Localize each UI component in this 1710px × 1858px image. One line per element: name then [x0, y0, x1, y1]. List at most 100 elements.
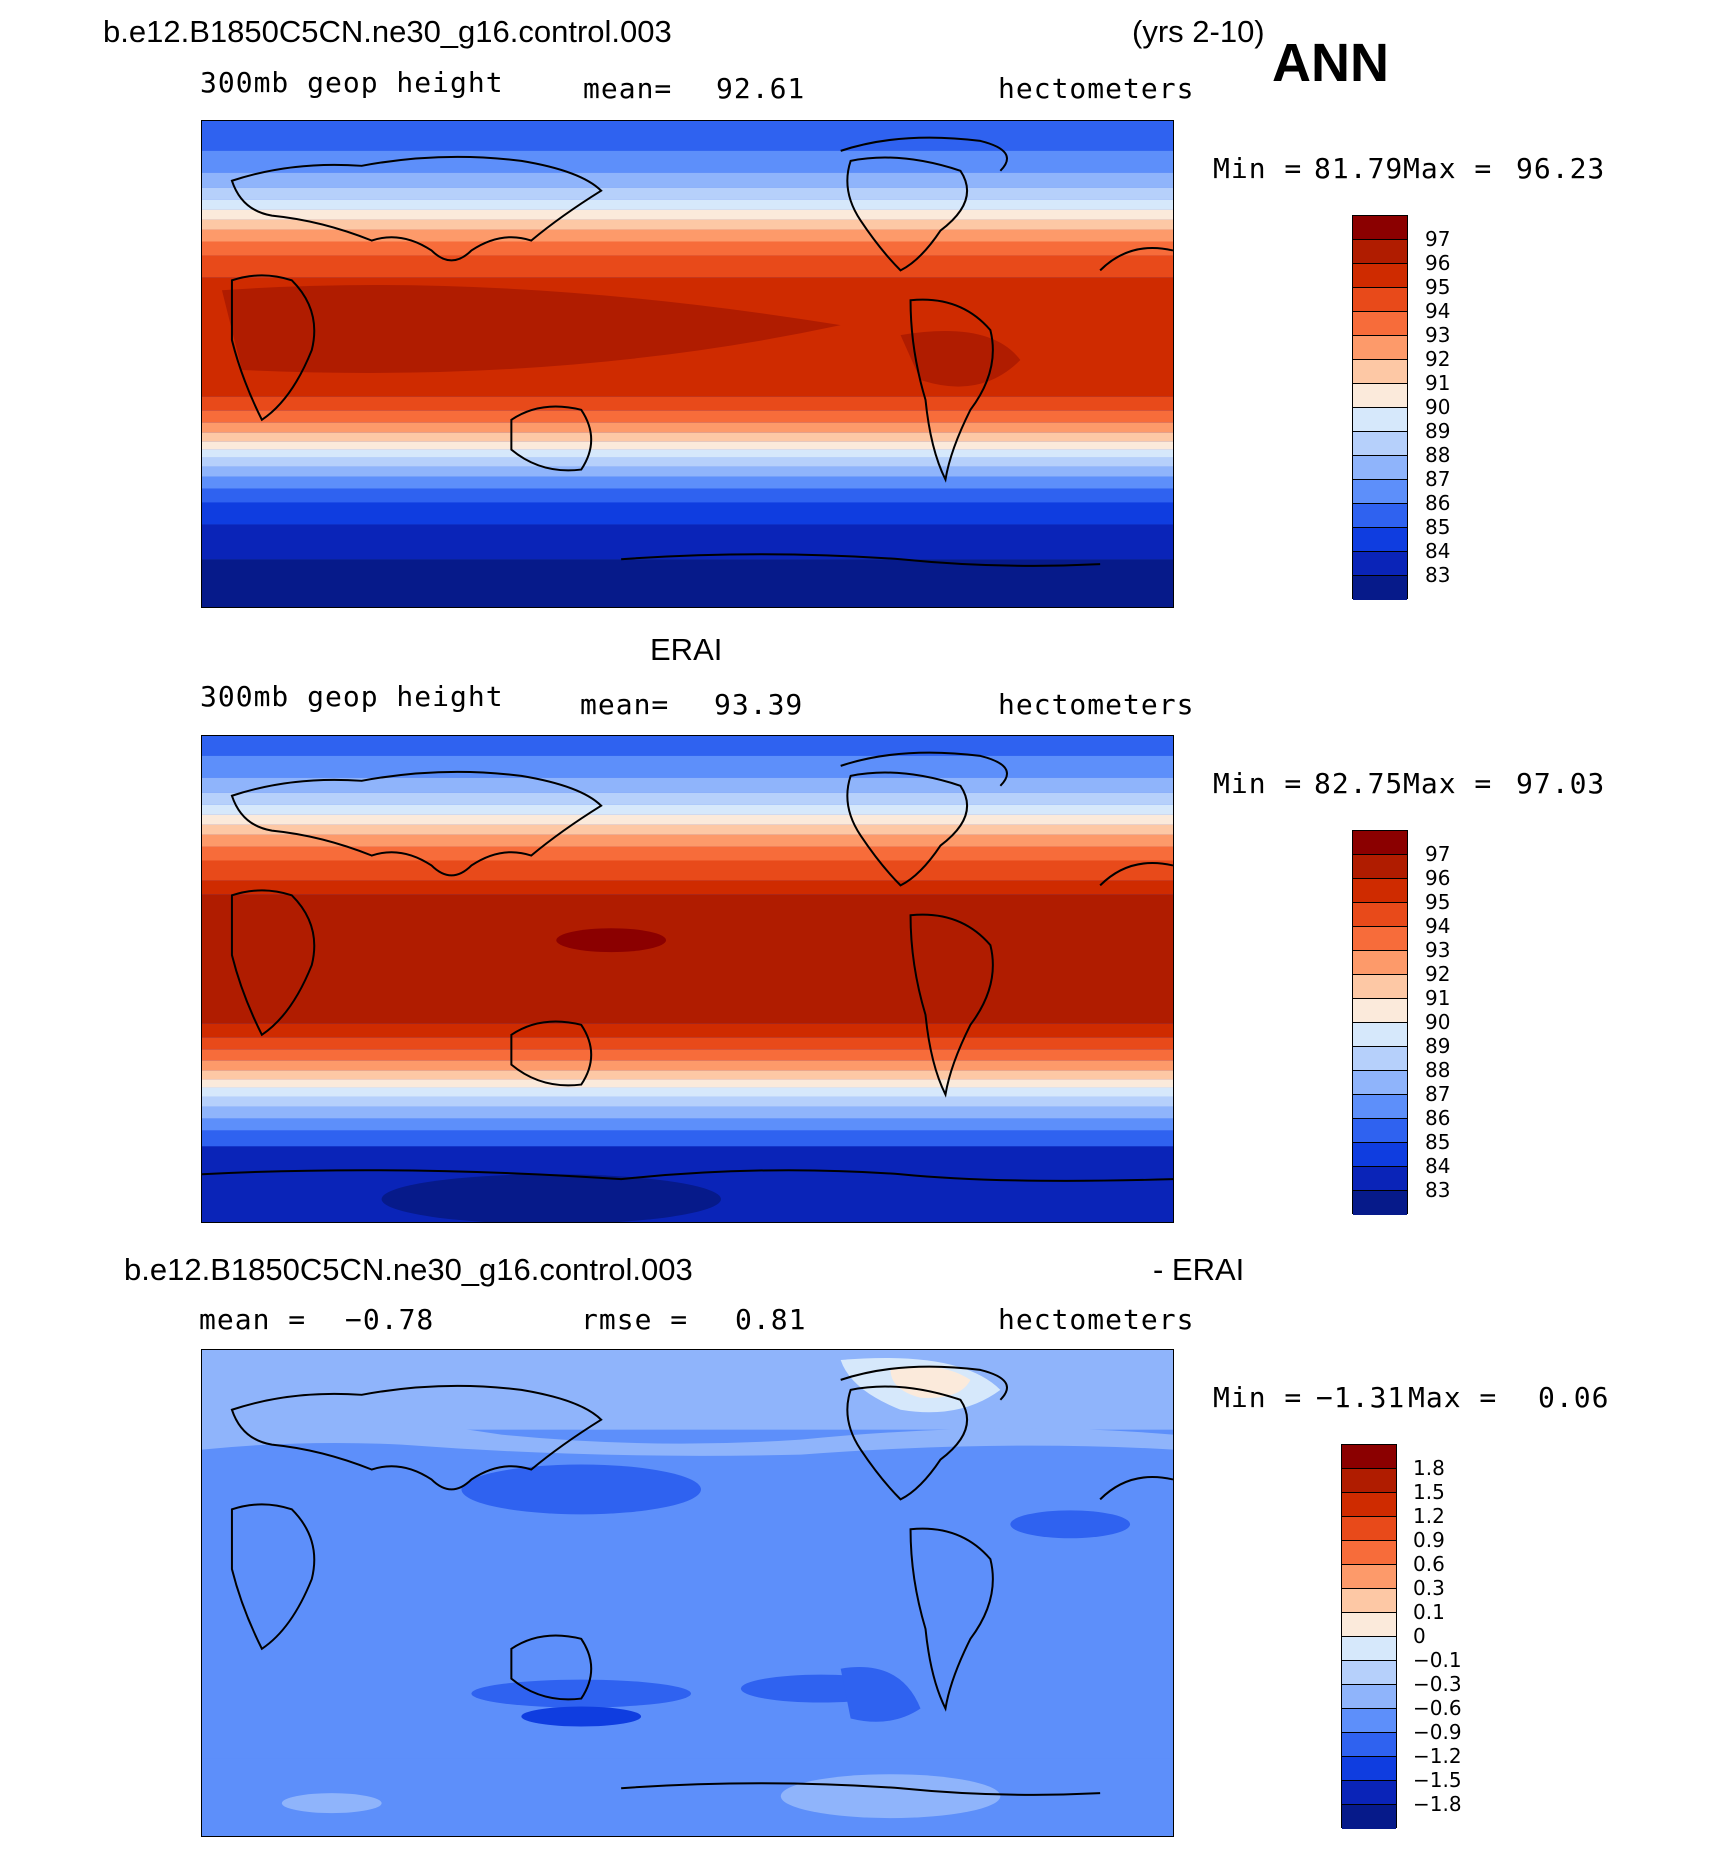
- colorbar-swatch: [1353, 999, 1407, 1023]
- panel1-min-value: 81.79: [1314, 152, 1404, 185]
- panel2-variable: 300mb geop height: [200, 680, 504, 713]
- colorbar-swatch: [1353, 216, 1407, 240]
- panel1-mean-value: 92.61: [716, 72, 806, 105]
- panel2-max-value: 97.03: [1516, 767, 1606, 800]
- colorbar-swatch: [1353, 1143, 1407, 1167]
- colorbar-tick-label: 93: [1425, 938, 1451, 962]
- colorbar-tick-label: 0: [1413, 1624, 1426, 1648]
- colorbar-swatch: [1353, 504, 1407, 528]
- colorbar-tick-label: 94: [1425, 914, 1451, 938]
- panel3-colorbar: [1341, 1444, 1397, 1829]
- panel3-max-value: 0.06: [1538, 1381, 1610, 1414]
- colorbar-tick-label: 1.5: [1413, 1480, 1445, 1504]
- colorbar-swatch: [1353, 831, 1407, 855]
- panel2-contour-field: [202, 736, 1173, 1222]
- panel1-variable: 300mb geop height: [200, 66, 504, 99]
- panel1-max-label: Max =: [1403, 152, 1493, 185]
- panel3-contour-field: [202, 1350, 1173, 1836]
- panel3-units: hectometers: [998, 1303, 1195, 1336]
- panel2-mean-value: 93.39: [714, 688, 804, 721]
- colorbar-tick-label: 88: [1425, 1058, 1451, 1082]
- colorbar-tick-label: 97: [1425, 227, 1451, 251]
- colorbar-tick-label: 84: [1425, 539, 1451, 563]
- colorbar-tick-label: 0.9: [1413, 1528, 1445, 1552]
- years-label: (yrs 2-10): [1132, 14, 1265, 49]
- colorbar-swatch: [1342, 1733, 1396, 1757]
- colorbar-swatch: [1342, 1493, 1396, 1517]
- colorbar-tick-label: 97: [1425, 842, 1451, 866]
- colorbar-tick-label: 0.6: [1413, 1552, 1445, 1576]
- panel3-rmse-label: rmse =: [581, 1303, 689, 1336]
- colorbar-swatch: [1353, 1167, 1407, 1191]
- colorbar-tick-label: 86: [1425, 1106, 1451, 1130]
- colorbar-tick-label: 95: [1425, 275, 1451, 299]
- colorbar-tick-label: −0.1: [1413, 1648, 1462, 1672]
- colorbar-tick-label: 87: [1425, 1082, 1451, 1106]
- colorbar-tick-label: 0.3: [1413, 1576, 1445, 1600]
- colorbar-tick-label: 83: [1425, 563, 1451, 587]
- panel1-units: hectometers: [998, 72, 1195, 105]
- panel1-max-value: 96.23: [1516, 152, 1606, 185]
- colorbar-swatch: [1342, 1445, 1396, 1469]
- colorbar-tick-label: 92: [1425, 962, 1451, 986]
- panel3-max-label: Max =: [1408, 1381, 1498, 1414]
- colorbar-tick-label: −1.5: [1413, 1768, 1462, 1792]
- colorbar-tick-label: −0.3: [1413, 1672, 1462, 1696]
- panel1-mean-label: mean=: [583, 72, 673, 105]
- panel3-map: [201, 1349, 1174, 1837]
- colorbar-tick-label: 96: [1425, 866, 1451, 890]
- panel3-mean-label: mean =: [199, 1303, 307, 1336]
- colorbar-swatch: [1353, 1191, 1407, 1215]
- colorbar-swatch: [1342, 1469, 1396, 1493]
- colorbar-swatch: [1342, 1685, 1396, 1709]
- colorbar-tick-label: 90: [1425, 395, 1451, 419]
- colorbar-swatch: [1342, 1589, 1396, 1613]
- panel2-map: [201, 735, 1174, 1223]
- panel2-title: ERAI: [650, 632, 723, 667]
- colorbar-swatch: [1353, 879, 1407, 903]
- colorbar-swatch: [1353, 576, 1407, 600]
- colorbar-tick-label: 84: [1425, 1154, 1451, 1178]
- colorbar-swatch: [1353, 1071, 1407, 1095]
- colorbar-swatch: [1353, 456, 1407, 480]
- colorbar-tick-label: 87: [1425, 467, 1451, 491]
- panel2-colorbar: [1352, 830, 1408, 1215]
- colorbar-tick-label: −1.8: [1413, 1792, 1462, 1816]
- colorbar-swatch: [1342, 1637, 1396, 1661]
- colorbar-tick-label: −1.2: [1413, 1744, 1462, 1768]
- colorbar-swatch: [1353, 288, 1407, 312]
- colorbar-swatch: [1342, 1709, 1396, 1733]
- colorbar-tick-label: 95: [1425, 890, 1451, 914]
- colorbar-swatch: [1353, 927, 1407, 951]
- colorbar-swatch: [1342, 1517, 1396, 1541]
- panel2-mean-label: mean=: [580, 688, 670, 721]
- colorbar-swatch: [1353, 1095, 1407, 1119]
- panel1-map: [201, 120, 1174, 608]
- colorbar-tick-label: 85: [1425, 1130, 1451, 1154]
- panel1-colorbar: [1352, 215, 1408, 600]
- colorbar-swatch: [1353, 1047, 1407, 1071]
- colorbar-swatch: [1342, 1805, 1396, 1829]
- colorbar-swatch: [1353, 384, 1407, 408]
- colorbar-tick-label: 1.2: [1413, 1504, 1445, 1528]
- colorbar-swatch: [1353, 528, 1407, 552]
- panel2-units: hectometers: [998, 688, 1195, 721]
- panel2-min-label: Min =: [1213, 767, 1303, 800]
- colorbar-tick-label: 94: [1425, 299, 1451, 323]
- colorbar-swatch: [1353, 432, 1407, 456]
- panel3-mean-value: −0.78: [345, 1303, 435, 1336]
- colorbar-tick-label: 83: [1425, 1178, 1451, 1202]
- panel3-title-minus: - ERAI: [1153, 1252, 1245, 1287]
- colorbar-swatch: [1342, 1613, 1396, 1637]
- case-title: b.e12.B1850C5CN.ne30_g16.control.003: [103, 14, 672, 49]
- colorbar-tick-label: 89: [1425, 419, 1451, 443]
- panel3-min-value: −1.31: [1316, 1381, 1406, 1414]
- colorbar-tick-label: 85: [1425, 515, 1451, 539]
- colorbar-tick-label: 0.1: [1413, 1600, 1445, 1624]
- colorbar-swatch: [1353, 552, 1407, 576]
- colorbar-swatch: [1353, 1119, 1407, 1143]
- colorbar-swatch: [1353, 408, 1407, 432]
- colorbar-tick-label: 89: [1425, 1034, 1451, 1058]
- colorbar-swatch: [1353, 480, 1407, 504]
- colorbar-swatch: [1353, 951, 1407, 975]
